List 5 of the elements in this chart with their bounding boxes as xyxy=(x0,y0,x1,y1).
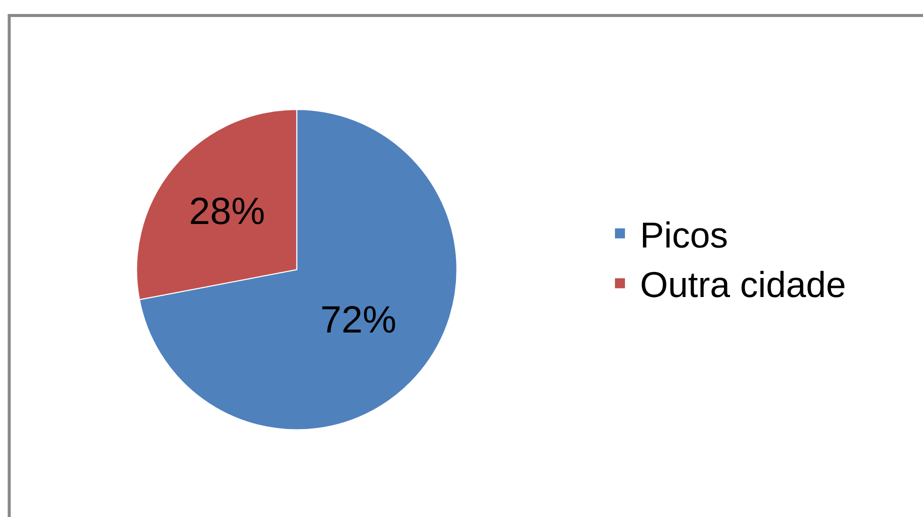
legend-label: Outra cidade xyxy=(640,264,846,306)
data-label: 72% xyxy=(320,300,396,342)
pie-slice xyxy=(138,108,458,430)
data-label: 28% xyxy=(189,190,266,233)
legend-label: Picos xyxy=(640,214,728,256)
